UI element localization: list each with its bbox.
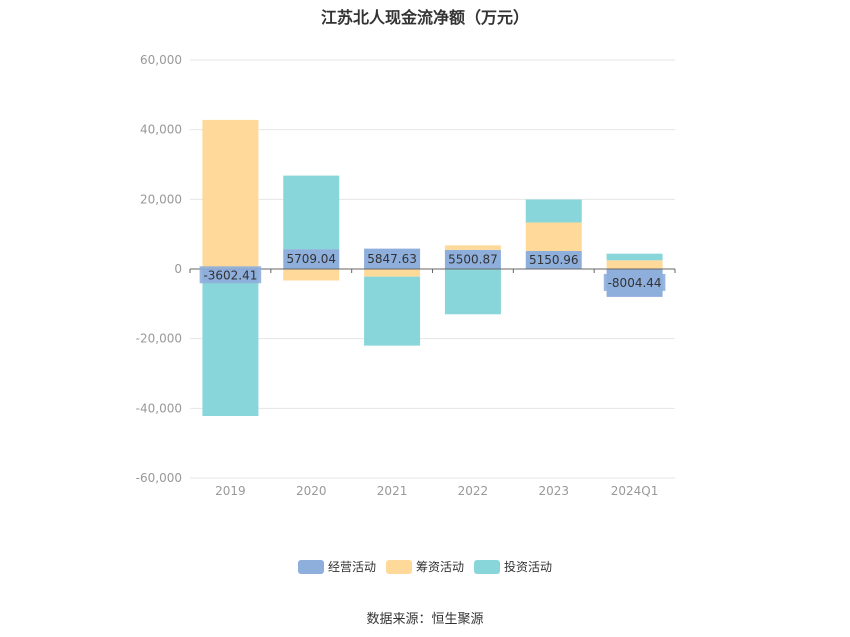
data-label-bg <box>603 273 666 291</box>
financing-bar <box>283 269 340 281</box>
legend-item[interactable]: 经营活动 <box>298 560 376 574</box>
legend-swatch <box>386 560 412 574</box>
investing-bar <box>606 253 663 261</box>
financing-bar <box>525 222 582 252</box>
data-label: -3602.41 <box>203 268 257 282</box>
data-label-bg <box>364 249 420 267</box>
financing-bar <box>444 245 501 250</box>
chart-title: 江苏北人现金流净额（万元） <box>320 8 529 27</box>
data-label-bg <box>526 251 581 269</box>
investing-bar <box>444 269 501 315</box>
legend-label: 投资活动 <box>504 559 552 574</box>
x-tick-label: 2020 <box>296 484 327 498</box>
data-label-bg <box>445 250 501 268</box>
legend-item[interactable]: 投资活动 <box>474 559 552 574</box>
legend-label: 筹资活动 <box>416 560 464 574</box>
y-tick-label: -40,000 <box>136 401 182 415</box>
zero-axis <box>189 268 676 273</box>
x-tick-label: 2024Q1 <box>611 484 659 498</box>
legend-swatch <box>474 560 500 574</box>
legend-item[interactable]: 筹资活动 <box>386 560 464 574</box>
y-tick-label: -20,000 <box>136 332 182 346</box>
data-labels: -3602.41 5709.04 5847.63 5500.87 5150.96 -800… <box>199 249 666 291</box>
investing-bar <box>202 281 259 417</box>
data-label: 5847.63 <box>367 252 417 266</box>
financing-bar <box>202 119 259 269</box>
x-tick-label: 2019 <box>215 484 246 498</box>
data-label: 5150.96 <box>529 253 579 267</box>
x-tick-label: 2023 <box>538 484 569 498</box>
legend-label: 经营活动 <box>328 560 376 574</box>
legend[interactable]: 经营活动 筹资活动 投资活动 <box>298 559 552 574</box>
x-tick-label: 2021 <box>377 484 408 498</box>
data-label-bg <box>199 266 262 284</box>
bars <box>202 119 663 417</box>
legend-swatch <box>298 560 324 574</box>
investing-bar <box>364 276 421 346</box>
data-label: -8004.44 <box>608 276 662 290</box>
x-tick-label: 2022 <box>458 484 489 498</box>
investing-bar <box>283 175 340 250</box>
source-note: 数据来源：恒生聚源 <box>366 612 484 627</box>
grid-lines <box>190 59 675 479</box>
y-tick-label: 0 <box>174 262 182 276</box>
y-tick-label: 40,000 <box>140 123 182 137</box>
investing-bar <box>525 199 582 223</box>
data-label: 5500.87 <box>448 252 498 266</box>
y-tick-label: 60,000 <box>140 53 182 67</box>
data-label-bg <box>284 250 339 268</box>
data-label: 5709.04 <box>286 252 336 266</box>
y-axis-tick-labels: 60,000 40,000 20,000 0 -20,000 -40,000 -60,000 <box>136 53 182 485</box>
y-tick-label: 20,000 <box>140 192 182 206</box>
x-axis-tick-labels: 2019 2020 2021 2022 2023 2024Q1 <box>215 484 658 498</box>
y-tick-label: -60,000 <box>136 471 182 485</box>
financing-bar <box>364 269 421 277</box>
financing-bar <box>606 260 663 269</box>
